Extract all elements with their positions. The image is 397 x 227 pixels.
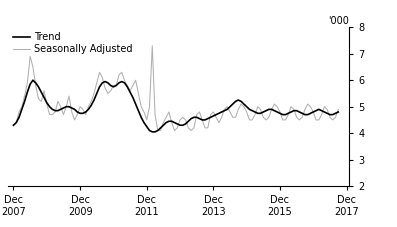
Seasonally Adjusted (272, 103, 277, 105)
Trend (11, 124, 16, 127)
Seasonally Adjusted (336, 108, 341, 111)
Trend (272, 109, 277, 112)
Trend (336, 111, 341, 113)
Seasonally Adjusted (266, 116, 271, 119)
Seasonally Adjusted (11, 124, 16, 127)
Seasonally Adjusted (78, 105, 83, 108)
Seasonally Adjusted (156, 129, 160, 132)
Line: Trend: Trend (13, 80, 338, 132)
Legend: Trend, Seasonally Adjusted: Trend, Seasonally Adjusted (11, 30, 135, 56)
Trend (241, 103, 246, 105)
Trend (50, 108, 55, 111)
Trend (266, 108, 271, 111)
Line: Seasonally Adjusted: Seasonally Adjusted (13, 46, 338, 131)
Trend (81, 112, 85, 115)
Seasonally Adjusted (122, 79, 127, 81)
Seasonally Adjusted (47, 113, 52, 116)
Text: '000: '000 (328, 16, 349, 26)
Trend (125, 85, 130, 88)
Trend (31, 79, 35, 81)
Trend (150, 131, 155, 133)
Seasonally Adjusted (150, 44, 155, 47)
Seasonally Adjusted (241, 105, 246, 108)
